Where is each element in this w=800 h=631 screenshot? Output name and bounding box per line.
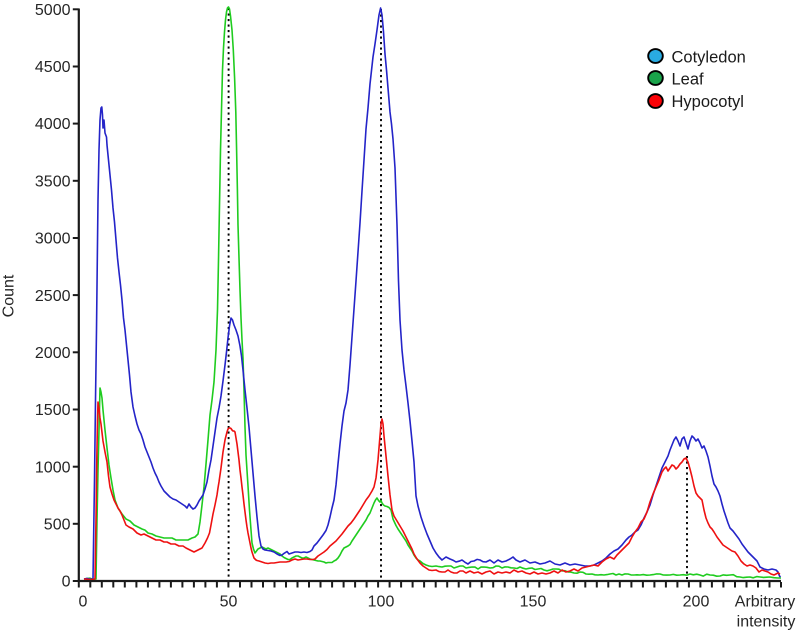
svg-text:4500: 4500 <box>35 59 71 76</box>
svg-text:0: 0 <box>62 574 71 591</box>
svg-text:200: 200 <box>683 594 710 611</box>
svg-text:intensity: intensity <box>737 614 796 631</box>
svg-text:4000: 4000 <box>35 116 71 133</box>
svg-text:1500: 1500 <box>35 402 71 419</box>
svg-text:Arbitrary: Arbitrary <box>735 594 795 611</box>
svg-text:2000: 2000 <box>35 345 71 362</box>
svg-text:50: 50 <box>220 594 238 611</box>
svg-text:500: 500 <box>44 516 71 533</box>
svg-text:5000: 5000 <box>35 2 71 19</box>
svg-text:Cotyledon: Cotyledon <box>672 49 746 67</box>
svg-text:Count: Count <box>1 274 18 317</box>
svg-text:150: 150 <box>520 594 547 611</box>
svg-text:0: 0 <box>79 594 88 611</box>
svg-text:3000: 3000 <box>35 231 71 248</box>
svg-text:Leaf: Leaf <box>672 71 705 89</box>
svg-text:2500: 2500 <box>35 288 71 305</box>
svg-text:3500: 3500 <box>35 173 71 190</box>
svg-text:100: 100 <box>368 594 395 611</box>
svg-text:Hypocotyl: Hypocotyl <box>672 93 744 111</box>
svg-text:1000: 1000 <box>35 459 71 476</box>
